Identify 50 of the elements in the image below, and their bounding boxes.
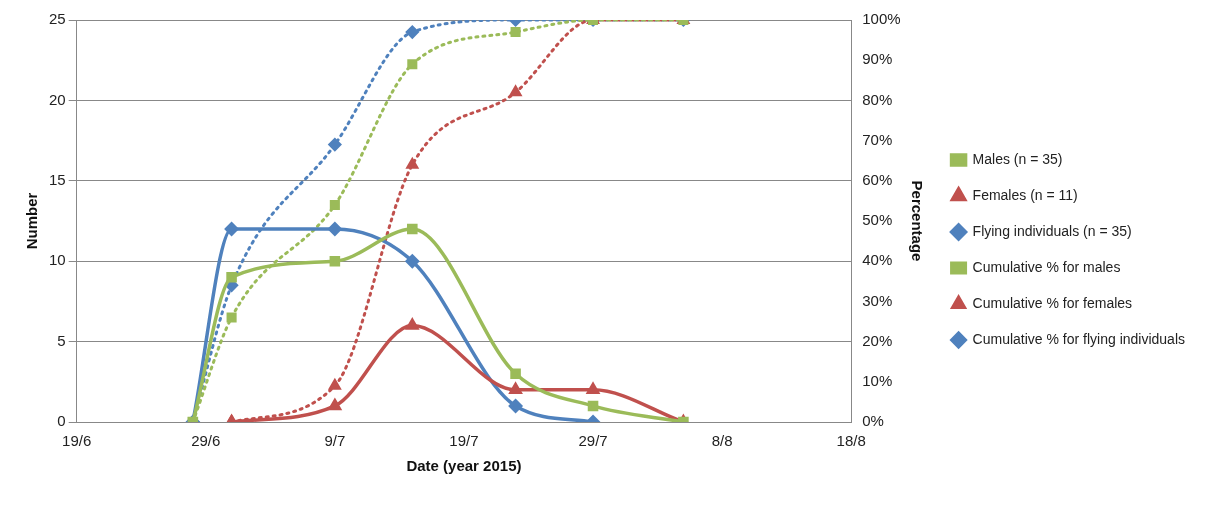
y2-tick-label: 60% [862,170,893,188]
x-tick-label: 29/6 [191,432,221,450]
legend-label: Cumulative % for males [972,258,1121,275]
y2-tick-label: 30% [862,291,893,309]
y2-tick-label: 50% [862,211,893,229]
y-tick-label: 0 [57,412,66,430]
legend-label: Females (n = 11) [972,186,1078,203]
y-tick-label: 25 [49,10,66,28]
point [329,199,340,210]
y2-tick-label: 0% [862,412,884,430]
y2-tick-label: 70% [862,130,893,148]
point [508,399,523,413]
x-tick-label: 18/8 [836,432,866,450]
x-tick-label: 19/6 [62,432,92,450]
x-axis-title: Date (year 2015) [406,457,522,475]
legend-label: Cumulative % for flying individuals [972,330,1186,347]
x-tick-label: 9/7 [324,432,346,450]
y2-tick-label: 40% [862,251,893,269]
legend-label: Males (n = 35) [972,150,1063,167]
point [406,318,419,330]
point [405,254,420,268]
point [328,222,342,236]
x-tick-label: 8/8 [711,432,733,450]
point [226,312,237,323]
y2-tick-label: 10% [862,371,893,389]
y-tick-label: 10 [49,251,66,269]
y2-tick-label: 100% [862,10,901,28]
y-tick-label: 15 [49,170,66,188]
y-tick-label: 20 [49,90,66,108]
y-axis-title: Number [23,192,41,250]
point [329,255,341,267]
point [224,222,239,236]
y-tick-label: 5 [57,331,66,349]
point [510,368,521,380]
point [587,400,599,412]
point [328,138,342,152]
point [226,271,237,283]
y2-tick-label: 20% [862,331,893,349]
point [510,27,521,38]
legend-label: Cumulative % for females [972,294,1133,311]
x-tick-label: 29/7 [578,432,608,450]
y2-axis-title: Percentage [909,180,927,262]
x-tick-label: 19/7 [449,432,479,450]
point [405,25,419,39]
y2-tick-label: 90% [862,50,893,68]
y2-tick-label: 80% [862,90,893,108]
point [407,59,418,70]
point [407,223,418,235]
legend-label: Flying individuals (n = 35) [972,222,1132,239]
point [586,383,600,395]
